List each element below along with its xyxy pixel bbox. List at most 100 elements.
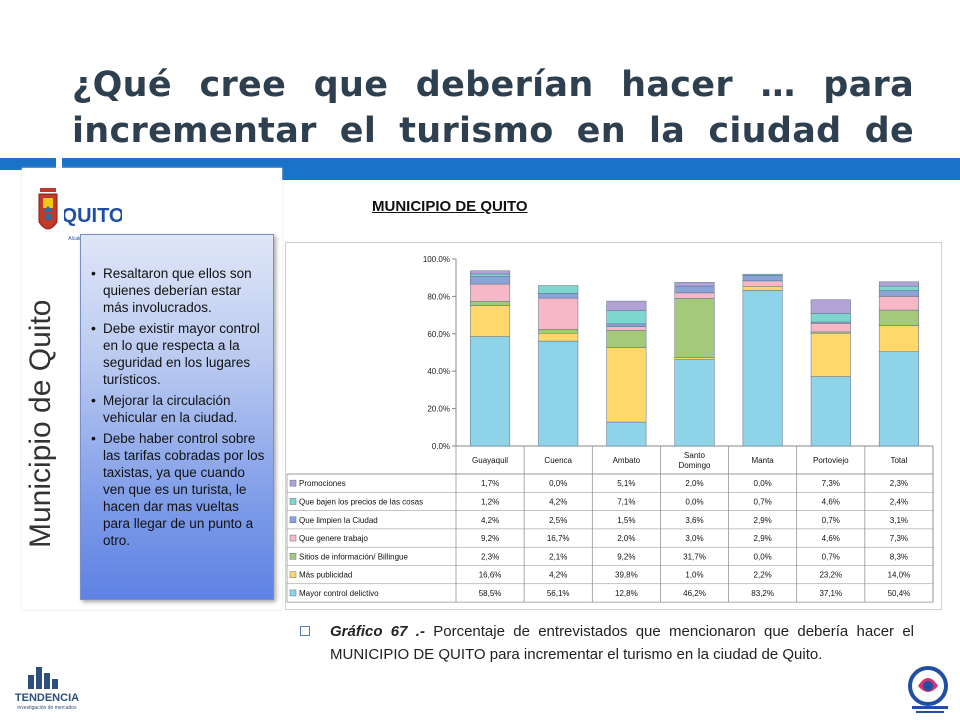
legend-swatch xyxy=(289,516,297,523)
bar-segment xyxy=(810,376,851,447)
data-label: 0,0% xyxy=(754,552,772,561)
legend-swatch xyxy=(289,534,297,542)
data-label: 1,0% xyxy=(685,571,703,580)
sidebar-vertical-label: Municipio de Quito xyxy=(24,299,57,548)
bar-segment xyxy=(538,285,579,294)
bar-segment xyxy=(606,330,647,348)
category-label: Portoviejo xyxy=(813,456,849,465)
data-label: 8,3% xyxy=(890,552,908,561)
y-tick-label: 100.0% xyxy=(423,255,450,264)
data-label: 0,0% xyxy=(754,479,772,488)
data-label: 2,3% xyxy=(890,479,908,488)
data-label: 7,3% xyxy=(890,534,908,543)
data-label: 3,1% xyxy=(890,516,908,525)
y-tick-label: 20.0% xyxy=(427,405,450,414)
bar-segment xyxy=(538,340,579,447)
data-label: 9,2% xyxy=(481,534,499,543)
bar-segment xyxy=(470,305,511,337)
data-label: 1,2% xyxy=(481,497,499,506)
y-tick-label: 60.0% xyxy=(427,330,450,339)
bar-segment xyxy=(606,347,647,423)
stacked-bar-chart: 0.0% 20.0% 40.0% 60.0% 80.0% 100.0% Guayaquil C… xyxy=(286,255,934,603)
bar-segment xyxy=(810,313,851,323)
category-label: Ambato xyxy=(613,456,641,465)
category-label: Manta xyxy=(752,456,775,465)
data-label: 58,5% xyxy=(479,589,502,598)
bar-segment xyxy=(606,310,647,325)
data-label: 56,1% xyxy=(547,589,570,598)
bar-segment xyxy=(878,285,919,291)
bar-segment xyxy=(878,290,919,297)
caption-bullet-icon xyxy=(300,626,310,636)
category-label: Cuenca xyxy=(544,456,572,465)
logo-text: QUITO xyxy=(64,205,122,227)
data-label: 5,1% xyxy=(617,479,635,488)
bar-segment xyxy=(878,325,919,353)
data-label: 46,2% xyxy=(683,589,706,598)
bar-segment xyxy=(742,280,783,287)
data-label: 4,2% xyxy=(481,516,499,525)
data-label: 0,7% xyxy=(822,516,840,525)
data-label: 83,2% xyxy=(751,589,774,598)
data-label: 7,1% xyxy=(617,497,635,506)
y-tick-label: 80.0% xyxy=(427,292,450,301)
bar-segment xyxy=(674,292,715,299)
finding-item: Mejorar la circulación vehicular en la c… xyxy=(91,392,267,426)
finding-item: Debe existir mayor control en lo que res… xyxy=(91,320,267,388)
findings-box: Resaltaron que ellos son quienes debería… xyxy=(80,234,274,600)
data-label: 2,0% xyxy=(617,534,635,543)
data-label: 3,6% xyxy=(685,516,703,525)
bar-segment xyxy=(538,293,579,299)
data-label: 50,4% xyxy=(888,589,911,598)
caption-body: Porcentaje de entrevistados que menciona… xyxy=(330,623,915,663)
data-label: 14,0% xyxy=(888,571,911,580)
data-label: 2,4% xyxy=(890,497,908,506)
municipal-shield-icon xyxy=(38,188,58,230)
data-label: 2,9% xyxy=(754,534,772,543)
legend-entry: Sitios de información/ Billingue xyxy=(299,552,408,561)
data-label: 31,7% xyxy=(683,552,706,561)
tendencia-logo: TENDENCIA investigación de mercados xyxy=(15,667,79,711)
bar-segment xyxy=(674,282,715,287)
caption-text-block: Gráfico 67 .- Porcentaje de entrevistado… xyxy=(300,620,914,666)
data-label: 16,7% xyxy=(547,534,570,543)
finding-item: Debe haber control sobre las tarifas cob… xyxy=(91,430,267,549)
bar-segment xyxy=(810,299,851,314)
legend-swatch xyxy=(289,553,297,560)
data-label: 3,0% xyxy=(685,534,703,543)
chart-heading: MUNICIPIO DE QUITO xyxy=(372,198,528,215)
data-label: 0,0% xyxy=(685,497,703,506)
data-label: 2,5% xyxy=(549,516,567,525)
legend-swatch xyxy=(289,589,297,597)
data-label: 4,2% xyxy=(549,497,567,506)
chart-caption: Gráfico 67 .- Porcentaje de entrevistado… xyxy=(300,620,914,666)
legend-entry: Que bajen los precios de las cosas xyxy=(299,497,423,506)
data-label: 1,5% xyxy=(617,516,635,525)
bar-segment xyxy=(878,296,919,311)
bar-segment xyxy=(606,326,647,331)
legend-entry: Más publicidad xyxy=(299,571,352,580)
data-label: 4,6% xyxy=(822,497,840,506)
bar-segment xyxy=(674,298,715,358)
data-label: 12,8% xyxy=(615,589,638,598)
findings-list: Resaltaron que ellos son quienes debería… xyxy=(81,235,273,549)
brand-name: TENDENCIA xyxy=(15,692,79,704)
bar-segment xyxy=(674,285,715,294)
category-label: Santo xyxy=(684,451,705,460)
header-band-notch xyxy=(0,170,22,180)
data-label: 7,3% xyxy=(822,479,840,488)
data-label: 2,9% xyxy=(754,516,772,525)
legend-entry: Mayor control delictivo xyxy=(299,589,379,598)
bar-segment xyxy=(470,275,511,285)
bar-segment xyxy=(810,332,851,377)
data-label: 2,2% xyxy=(754,571,772,580)
bar-segment xyxy=(742,290,783,447)
data-label: 2,3% xyxy=(481,552,499,561)
bar-segment xyxy=(470,270,511,275)
legend-swatch xyxy=(289,479,297,487)
bar-segment xyxy=(470,283,511,302)
y-tick-label: 0.0% xyxy=(432,442,450,451)
legend-swatch xyxy=(289,498,297,505)
bar-segment xyxy=(470,301,511,306)
category-label: Domingo xyxy=(678,461,711,470)
